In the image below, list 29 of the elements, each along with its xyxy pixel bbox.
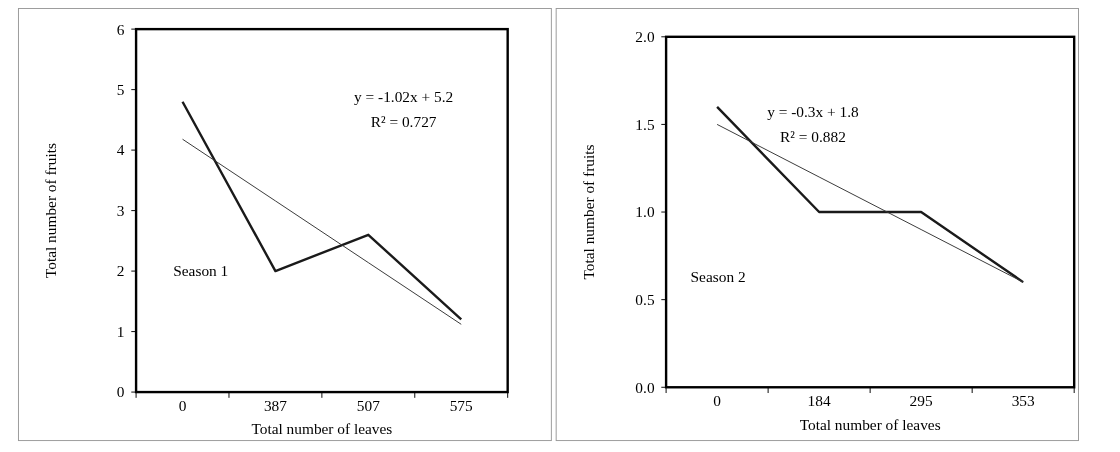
y-axis-title: Total number of fruits — [42, 143, 60, 279]
x-tick-label: 295 — [909, 392, 933, 410]
x-tick-label: 353 — [1011, 392, 1035, 410]
y-tick-label: 3 — [116, 201, 125, 219]
y-tick-label: 2.0 — [635, 28, 655, 46]
annotation: y = -1.02x + 5.2 — [354, 87, 454, 105]
x-tick-label: 0 — [178, 397, 187, 415]
x-axis-title: Total number of leaves — [799, 416, 941, 434]
x-tick-label: 387 — [263, 397, 288, 415]
x-tick-label: 575 — [449, 397, 474, 415]
y-tick-label: 5 — [116, 80, 125, 98]
x-axis-title: Total number of leaves — [251, 420, 393, 438]
y-tick-label: 1 — [116, 322, 125, 340]
x-tick-label: 184 — [807, 392, 831, 410]
annotation: R² = 0.727 — [370, 113, 437, 131]
y-tick-label: 0.0 — [635, 378, 655, 396]
y-tick-label: 6 — [116, 20, 125, 38]
annotation: R² = 0.882 — [780, 127, 846, 145]
y-tick-label: 2 — [116, 262, 125, 280]
y-tick-label: 4 — [116, 141, 125, 159]
y-tick-label: 1.5 — [635, 115, 655, 133]
y-axis-title: Total number of fruits — [580, 144, 598, 280]
annotation: y = -0.3x + 1.8 — [767, 103, 860, 121]
x-tick-label: 0 — [713, 392, 722, 410]
y-tick-label: 0.5 — [635, 291, 655, 309]
annotation: Season 1 — [173, 261, 229, 279]
y-tick-label: 1.0 — [635, 203, 655, 221]
x-tick-label: 507 — [356, 397, 381, 415]
annotation: Season 2 — [690, 268, 746, 286]
